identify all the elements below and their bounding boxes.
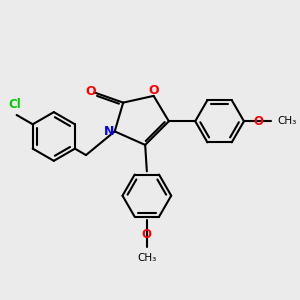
- Text: O: O: [142, 228, 152, 241]
- Text: O: O: [253, 115, 263, 128]
- Text: Cl: Cl: [9, 98, 21, 111]
- Text: CH₃: CH₃: [137, 253, 157, 263]
- Text: O: O: [148, 84, 159, 97]
- Text: O: O: [85, 85, 96, 98]
- Text: CH₃: CH₃: [277, 116, 296, 126]
- Text: N: N: [103, 125, 114, 138]
